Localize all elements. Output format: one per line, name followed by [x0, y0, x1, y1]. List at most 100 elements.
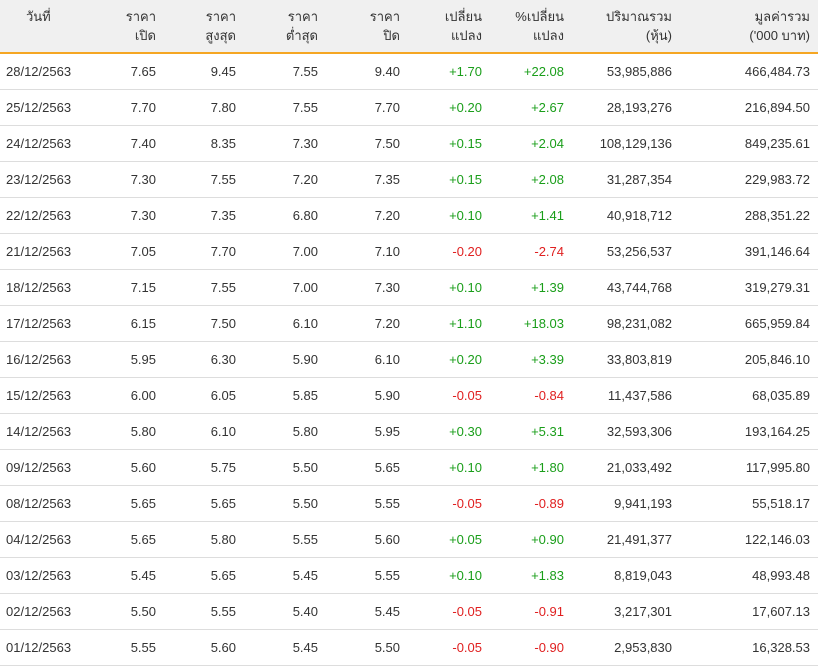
column-header-open-line2: เปิด: [134, 28, 156, 43]
cell-pct-change: +1.41: [531, 207, 564, 223]
cell-low: 6.10: [292, 315, 318, 331]
cell-high: 7.55: [210, 279, 236, 295]
column-header-date: วันที่: [0, 0, 80, 53]
cell-date: 02/12/2563: [6, 603, 72, 619]
cell-high: 7.70: [210, 243, 236, 259]
table-row: 03/12/2563 5.45 5.65 5.45 5.55 +0.10 +1.83 8,81…: [0, 557, 818, 593]
cell-high: 5.75: [210, 459, 236, 475]
cell-high: 6.05: [210, 387, 236, 403]
cell-open: 5.50: [130, 603, 156, 619]
cell-open: 5.95: [130, 351, 156, 367]
cell-value: 288,351.22: [744, 207, 810, 223]
cell-pct-change: +3.39: [531, 351, 564, 367]
cell-date: 01/12/2563: [6, 639, 72, 655]
cell-low: 5.40: [292, 603, 318, 619]
table-row: 02/12/2563 5.50 5.55 5.40 5.45 -0.05 -0.91 3,21…: [0, 593, 818, 629]
cell-close: 5.90: [374, 387, 400, 403]
cell-high: 7.35: [210, 207, 236, 223]
column-header-value: มูลค่ารวม ('000 บาท): [680, 0, 818, 53]
cell-date: 09/12/2563: [6, 459, 72, 475]
cell-date: 18/12/2563: [6, 279, 72, 295]
cell-volume: 53,256,537: [606, 243, 672, 259]
cell-low: 5.45: [292, 639, 318, 655]
column-header-pct-change-line1: %เปลี่ยน: [515, 9, 564, 24]
cell-value: 193,164.25: [744, 423, 810, 439]
cell-open: 5.45: [130, 567, 156, 583]
cell-close: 5.55: [374, 495, 400, 511]
cell-value: 17,607.13: [752, 603, 810, 619]
cell-open: 7.15: [130, 279, 156, 295]
cell-high: 8.35: [210, 135, 236, 151]
cell-date: 28/12/2563: [6, 63, 72, 79]
table-row: 14/12/2563 5.80 6.10 5.80 5.95 +0.30 +5.31 32,5…: [0, 413, 818, 449]
cell-high: 5.65: [210, 567, 236, 583]
cell-pct-change: -0.84: [534, 387, 564, 403]
cell-value: 55,518.17: [752, 495, 810, 511]
cell-pct-change: -2.74: [534, 243, 564, 259]
column-header-date-line1: วันที่: [26, 9, 51, 24]
cell-volume: 43,744,768: [606, 279, 672, 295]
cell-volume: 31,287,354: [606, 171, 672, 187]
cell-high: 6.10: [210, 423, 236, 439]
cell-pct-change: +2.67: [531, 99, 564, 115]
table-row: 24/12/2563 7.40 8.35 7.30 7.50 +0.15 +2.04 108,…: [0, 125, 818, 161]
cell-change: +1.70: [449, 63, 482, 79]
table-row: 09/12/2563 5.60 5.75 5.50 5.65 +0.10 +1.80 21,0…: [0, 449, 818, 485]
cell-change: +0.05: [449, 531, 482, 547]
cell-close: 7.70: [374, 99, 400, 115]
cell-volume: 108,129,136: [599, 135, 672, 151]
cell-volume: 2,953,830: [614, 639, 672, 655]
cell-low: 5.50: [292, 495, 318, 511]
cell-high: 7.55: [210, 171, 236, 187]
column-header-pct-change: %เปลี่ยน แปลง: [490, 0, 572, 53]
cell-low: 5.80: [292, 423, 318, 439]
cell-change: -0.05: [452, 639, 482, 655]
cell-change: +0.10: [449, 279, 482, 295]
table-row: 08/12/2563 5.65 5.65 5.50 5.55 -0.05 -0.89 9,94…: [0, 485, 818, 521]
cell-date: 16/12/2563: [6, 351, 72, 367]
cell-value: 849,235.61: [744, 135, 810, 151]
cell-high: 5.55: [210, 603, 236, 619]
column-header-change: เปลี่ยน แปลง: [408, 0, 490, 53]
cell-low: 7.20: [292, 171, 318, 187]
cell-open: 7.70: [130, 99, 156, 115]
cell-change: -0.05: [452, 603, 482, 619]
cell-low: 6.80: [292, 207, 318, 223]
cell-high: 6.30: [210, 351, 236, 367]
table-body: 28/12/2563 7.65 9.45 7.55 9.40 +1.70 +22.08 53,…: [0, 53, 818, 665]
cell-date: 15/12/2563: [6, 387, 72, 403]
cell-low: 7.55: [292, 63, 318, 79]
cell-pct-change: +1.83: [531, 567, 564, 583]
column-header-open-line1: ราคา: [125, 9, 156, 24]
cell-date: 04/12/2563: [6, 531, 72, 547]
cell-date: 25/12/2563: [6, 99, 72, 115]
cell-pct-change: +18.03: [523, 315, 564, 331]
cell-pct-change: +22.08: [523, 63, 564, 79]
cell-open: 6.00: [130, 387, 156, 403]
cell-close: 5.50: [374, 639, 400, 655]
cell-value: 216,894.50: [744, 99, 810, 115]
cell-value: 665,959.84: [744, 315, 810, 331]
table-row: 17/12/2563 6.15 7.50 6.10 7.20 +1.10 +18.03 98,…: [0, 305, 818, 341]
cell-low: 5.90: [292, 351, 318, 367]
column-header-close: ราคา ปิด: [326, 0, 408, 53]
cell-high: 5.60: [210, 639, 236, 655]
cell-open: 5.60: [130, 459, 156, 475]
column-header-close-line1: ราคา: [369, 9, 400, 24]
cell-change: +0.20: [449, 99, 482, 115]
cell-low: 7.00: [292, 279, 318, 295]
cell-pct-change: +5.31: [531, 423, 564, 439]
cell-date: 22/12/2563: [6, 207, 72, 223]
cell-open: 7.65: [130, 63, 156, 79]
table-row: 01/12/2563 5.55 5.60 5.45 5.50 -0.05 -0.90 2,95…: [0, 629, 818, 665]
cell-close: 5.60: [374, 531, 400, 547]
cell-volume: 9,941,193: [614, 495, 672, 511]
cell-volume: 32,593,306: [606, 423, 672, 439]
column-header-low-line2: ต่ำสุด: [285, 28, 318, 43]
cell-low: 5.85: [292, 387, 318, 403]
column-header-value-line1: มูลค่ารวม: [754, 9, 810, 24]
column-header-volume-line2: (หุ้น): [645, 28, 672, 43]
cell-volume: 21,033,492: [606, 459, 672, 475]
cell-open: 5.65: [130, 531, 156, 547]
cell-low: 5.45: [292, 567, 318, 583]
